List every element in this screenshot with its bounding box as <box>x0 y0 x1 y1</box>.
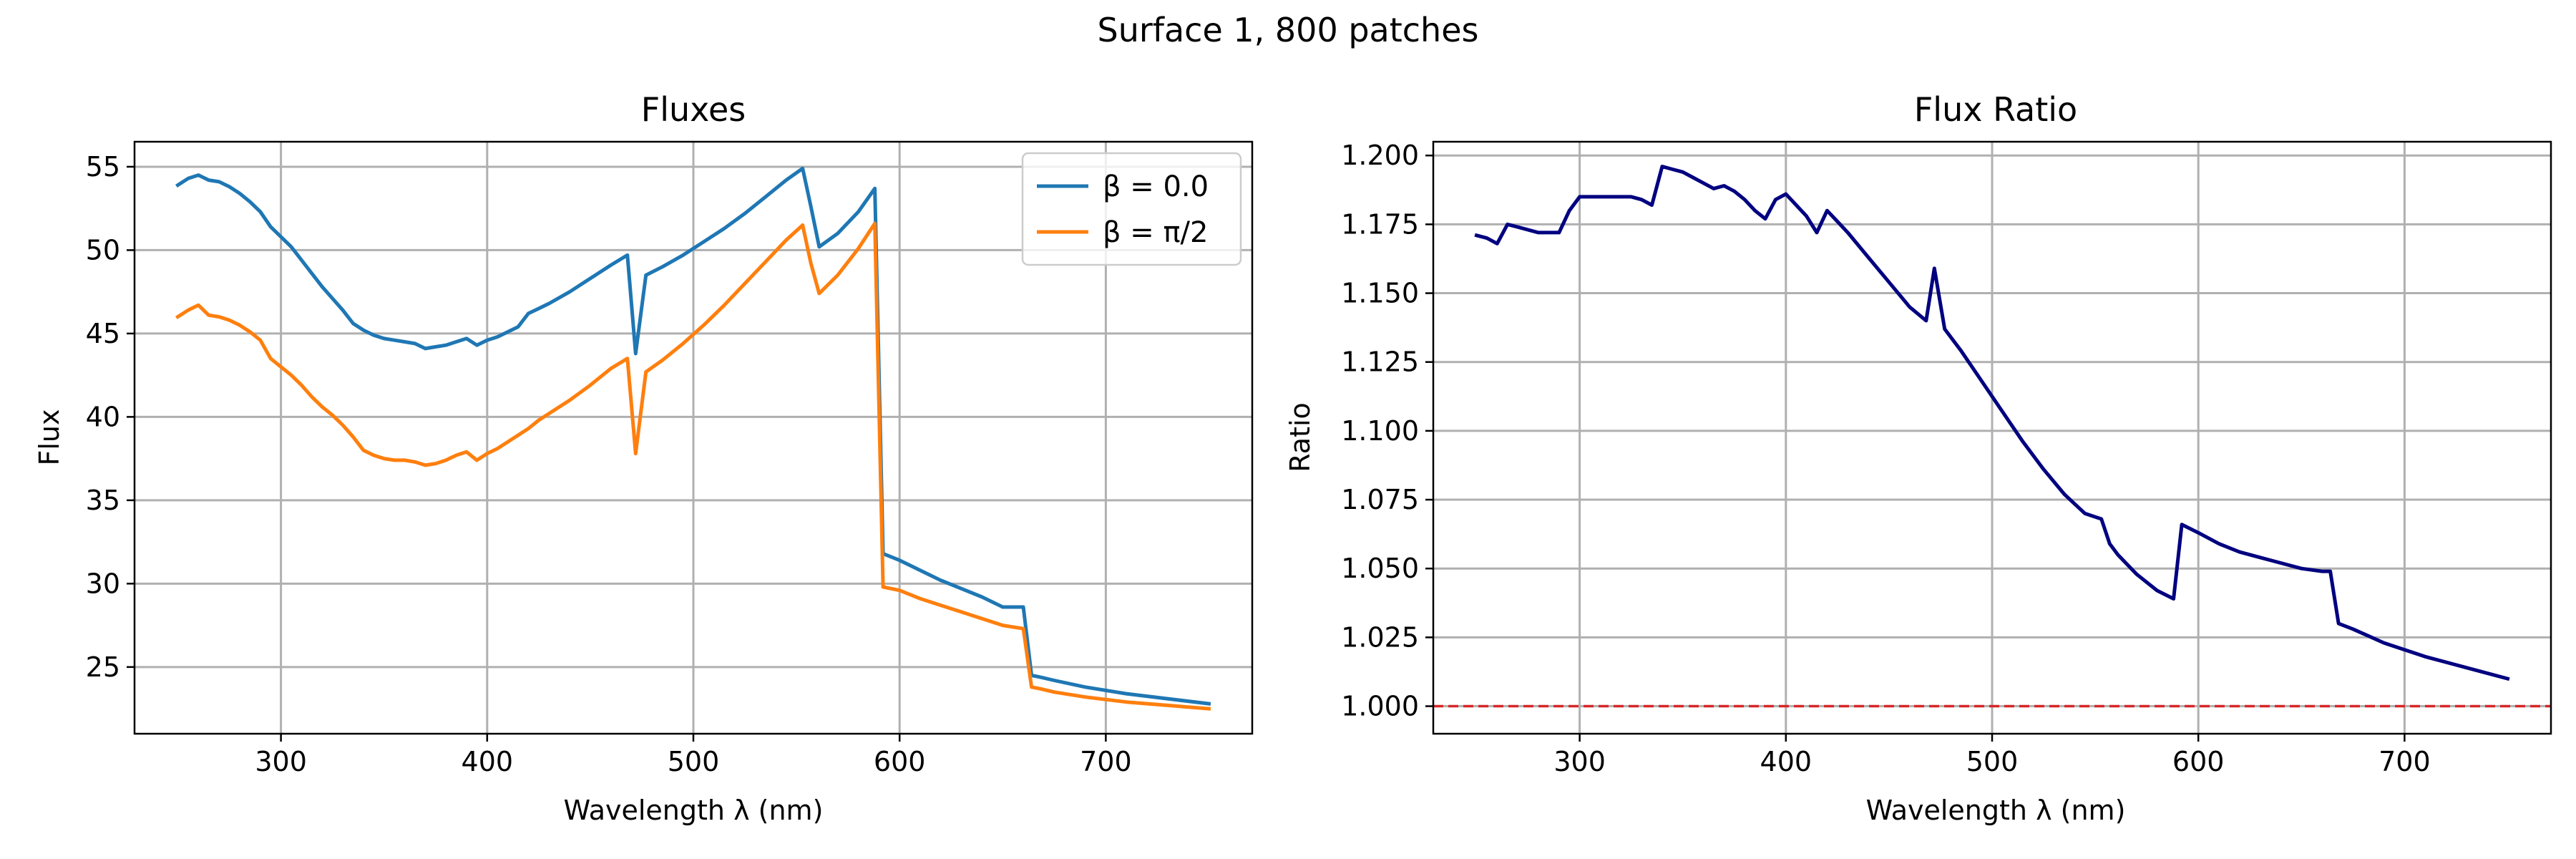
fluxes-legend-box <box>1021 152 1242 266</box>
fluxes-ytick-label: 40 <box>86 401 120 432</box>
flux-ratio-panel: Flux Ratio Wavelength λ (nm) Ratio 300 40… <box>1284 90 2552 826</box>
flux-ratio-series-line-0 <box>1474 165 2510 681</box>
fluxes-xtick-label: 600 <box>874 746 926 777</box>
figure-suptitle: Surface 1, 800 patches <box>1098 11 1479 49</box>
flux-ratio-xtick-label: 400 <box>1760 746 1813 777</box>
flux-ratio-xtick-label: 700 <box>2379 746 2431 777</box>
flux-ratio-ytick-label: 1.150 <box>1341 278 1419 309</box>
fluxes-legend-label-1: β = π/2 <box>1103 216 1208 249</box>
flux-ratio-ylabel: Ratio <box>1284 402 1316 472</box>
fluxes-legend-label-0: β = 0.0 <box>1103 170 1209 203</box>
fluxes-title: Fluxes <box>641 90 746 129</box>
fluxes-ylabel: Flux <box>34 409 65 466</box>
fluxes-xtick-label: 700 <box>1080 746 1132 777</box>
flux-ratio-ytick-label: 1.175 <box>1341 208 1419 240</box>
fluxes-ytick-label: 50 <box>86 234 120 266</box>
flux-ratio-ytick-label: 1.000 <box>1341 691 1419 722</box>
fluxes-xtick-label: 300 <box>255 746 307 777</box>
fluxes-xlabel: Wavelength λ (nm) <box>564 795 824 826</box>
flux-ratio-xtick-label: 600 <box>2172 746 2225 777</box>
flux-ratio-title: Flux Ratio <box>1914 90 2077 129</box>
fluxes-ytick-label: 45 <box>86 318 120 349</box>
flux-ratio-ytick-label: 1.075 <box>1341 484 1419 515</box>
fluxes-series-line-1 <box>175 221 1211 711</box>
flux-ratio-ytick-label: 1.050 <box>1341 553 1419 584</box>
flux-ratio-xtick-label: 300 <box>1553 746 1606 777</box>
fluxes-xtick-label: 400 <box>462 746 514 777</box>
fluxes-series-line-0 <box>175 166 1211 706</box>
fluxes-xtick-label: 500 <box>668 746 720 777</box>
flux-ratio-ytick-label: 1.125 <box>1341 346 1419 378</box>
flux-ratio-ytick-label: 1.025 <box>1341 621 1419 653</box>
flux-ratio-ytick-label: 1.100 <box>1341 415 1419 447</box>
fluxes-ytick-label: 25 <box>86 651 120 683</box>
fluxes-ytick-label: 30 <box>86 568 120 599</box>
fluxes-panel: Fluxes Wavelength λ (nm) Flux 300 400 500 6… <box>34 90 1254 826</box>
fluxes-ytick-label: 35 <box>86 485 120 516</box>
flux-ratio-ytick-label: 1.200 <box>1341 140 1419 171</box>
flux-ratio-xlabel: Wavelength λ (nm) <box>1866 795 2126 826</box>
flux-ratio-xtick-label: 500 <box>1966 746 2019 777</box>
fluxes-ytick-label: 55 <box>86 151 120 183</box>
